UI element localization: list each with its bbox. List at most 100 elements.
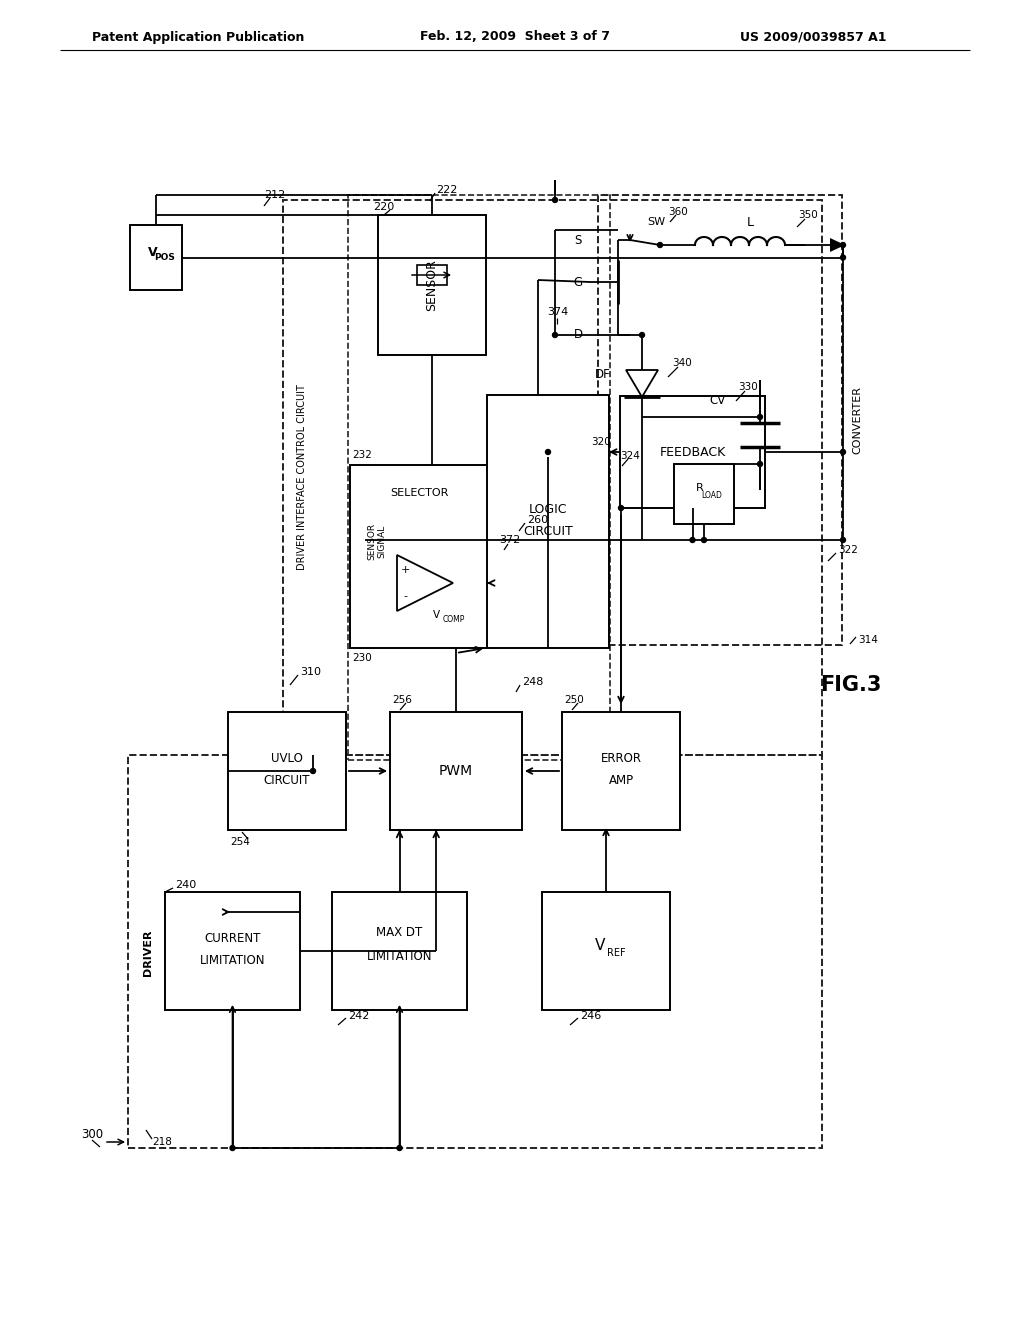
Text: 374: 374 — [548, 308, 568, 317]
Text: LOAD: LOAD — [701, 491, 723, 500]
Circle shape — [546, 450, 551, 454]
Text: CV: CV — [710, 393, 726, 407]
Circle shape — [640, 333, 644, 338]
Text: LIMITATION: LIMITATION — [200, 954, 265, 968]
Bar — [562, 711, 680, 830]
Text: 218: 218 — [152, 1137, 172, 1147]
Circle shape — [553, 198, 557, 202]
Text: PWM: PWM — [439, 764, 473, 777]
Text: V: V — [433, 610, 440, 620]
Text: MAX DT: MAX DT — [377, 927, 423, 940]
Text: SENSOR: SENSOR — [368, 523, 377, 560]
Text: D: D — [573, 329, 583, 342]
Text: ERROR: ERROR — [600, 752, 641, 766]
Text: 320: 320 — [591, 437, 611, 447]
Text: 248: 248 — [522, 677, 544, 686]
Bar — [165, 892, 300, 1010]
Bar — [348, 195, 610, 760]
Text: G: G — [573, 276, 583, 289]
Bar — [283, 201, 822, 755]
Bar — [128, 755, 822, 1148]
Text: 220: 220 — [373, 202, 394, 213]
Text: SELECTOR: SELECTOR — [390, 488, 449, 498]
Text: CIRCUIT: CIRCUIT — [264, 775, 310, 788]
Text: 242: 242 — [348, 1011, 370, 1020]
Text: LOGIC: LOGIC — [528, 503, 567, 516]
Text: 246: 246 — [580, 1011, 601, 1020]
Circle shape — [841, 243, 846, 248]
Text: L: L — [746, 215, 754, 228]
Text: 260: 260 — [527, 515, 548, 525]
Text: +: + — [400, 565, 410, 576]
Text: DRIVER INTERFACE CONTROL CIRCUIT: DRIVER INTERFACE CONTROL CIRCUIT — [297, 384, 307, 570]
Text: DRIVER: DRIVER — [143, 929, 153, 977]
Circle shape — [397, 1146, 402, 1151]
Text: -: - — [403, 591, 407, 601]
Text: COMP: COMP — [443, 615, 465, 624]
Circle shape — [758, 414, 763, 420]
Polygon shape — [830, 238, 845, 252]
Text: US 2009/0039857 A1: US 2009/0039857 A1 — [740, 30, 887, 44]
Text: Patent Application Publication: Patent Application Publication — [92, 30, 304, 44]
Circle shape — [618, 506, 624, 511]
Text: SIGNAL: SIGNAL — [378, 525, 386, 558]
Text: AMP: AMP — [608, 775, 634, 788]
Circle shape — [841, 255, 846, 260]
Bar — [620, 396, 765, 508]
Circle shape — [758, 462, 763, 466]
Text: 322: 322 — [838, 545, 858, 554]
Bar — [130, 224, 182, 290]
Text: 314: 314 — [858, 635, 878, 645]
Text: 372: 372 — [500, 535, 520, 545]
Circle shape — [690, 537, 695, 543]
Circle shape — [553, 333, 557, 338]
Circle shape — [701, 537, 707, 543]
Text: 310: 310 — [300, 667, 321, 677]
Text: 360: 360 — [668, 207, 688, 216]
Bar — [487, 395, 609, 648]
Text: LIMITATION: LIMITATION — [367, 949, 432, 962]
Text: 254: 254 — [230, 837, 250, 847]
Text: CIRCUIT: CIRCUIT — [523, 525, 572, 539]
Text: R: R — [696, 483, 703, 492]
Bar — [417, 265, 447, 285]
Text: REF: REF — [606, 948, 626, 958]
Text: 212: 212 — [264, 190, 286, 201]
Text: 232: 232 — [352, 450, 372, 459]
Text: 350: 350 — [798, 210, 818, 220]
Text: FEEDBACK: FEEDBACK — [659, 446, 726, 458]
Text: 222: 222 — [436, 185, 458, 195]
Text: 330: 330 — [738, 381, 758, 392]
Circle shape — [841, 537, 846, 543]
Circle shape — [230, 1146, 234, 1151]
Text: Feb. 12, 2009  Sheet 3 of 7: Feb. 12, 2009 Sheet 3 of 7 — [420, 30, 610, 44]
Circle shape — [657, 243, 663, 248]
Text: 240: 240 — [175, 880, 197, 890]
Bar — [228, 711, 346, 830]
Text: 250: 250 — [564, 696, 584, 705]
Polygon shape — [626, 370, 658, 397]
Circle shape — [841, 450, 846, 454]
Text: CURRENT: CURRENT — [205, 932, 261, 945]
Bar — [350, 465, 488, 648]
Text: FIG.3: FIG.3 — [820, 675, 882, 696]
Text: 256: 256 — [392, 696, 412, 705]
Text: 324: 324 — [621, 451, 640, 461]
Text: V: V — [595, 939, 605, 953]
Text: SW: SW — [647, 216, 665, 227]
Circle shape — [310, 768, 315, 774]
Bar — [674, 465, 734, 524]
Text: V: V — [148, 246, 158, 259]
Text: UVLO: UVLO — [271, 752, 303, 766]
Bar — [390, 711, 522, 830]
Bar — [598, 195, 842, 645]
Text: SENSOR: SENSOR — [426, 259, 438, 312]
Text: 300: 300 — [81, 1129, 103, 1142]
Text: DF: DF — [595, 368, 611, 381]
Text: CONVERTER: CONVERTER — [852, 385, 862, 454]
Bar — [542, 892, 670, 1010]
Text: S: S — [574, 234, 582, 247]
Bar — [332, 892, 467, 1010]
Text: POS: POS — [155, 253, 175, 261]
Text: 340: 340 — [672, 358, 692, 368]
